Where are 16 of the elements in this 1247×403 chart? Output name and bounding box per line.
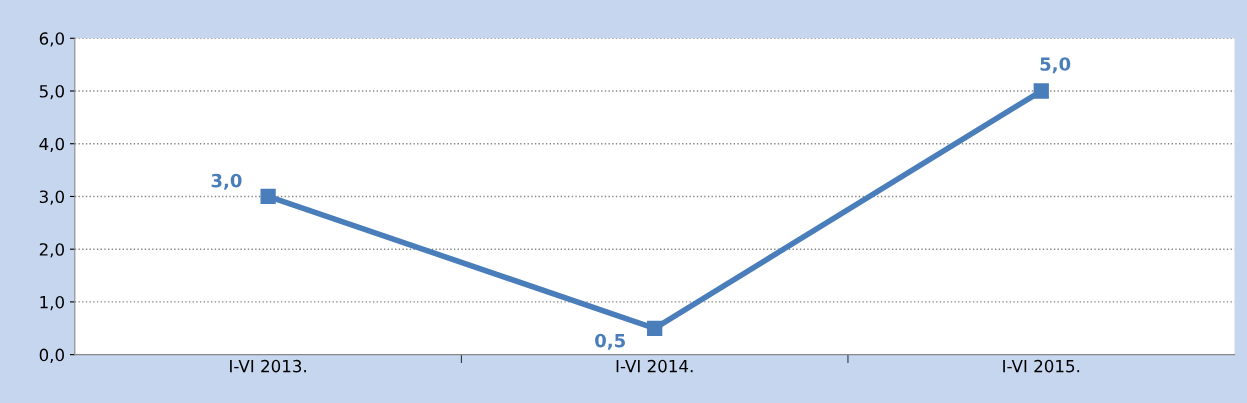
y-tick-label: 0,0 [39, 348, 64, 363]
point [647, 320, 663, 336]
x-tick-label: I-VI 2013. [230, 359, 306, 373]
data-label: 0,5 [595, 333, 625, 350]
y-tick-label: 2,0 [39, 243, 64, 258]
y-tick-label: 6,0 [39, 32, 64, 47]
y-tick-label: 1,0 [40, 295, 64, 311]
x-tick-label: I-VI 2015. [1003, 359, 1080, 373]
y-tick-label: 3,0 [39, 190, 64, 205]
y-tick-label: 4,0 [39, 137, 64, 153]
data-label: 5,0 [1040, 57, 1071, 74]
point [260, 188, 276, 205]
y-tick-label: 5,0 [39, 84, 64, 100]
data-label: 3,0 [211, 173, 242, 190]
point [1033, 83, 1049, 99]
x-tick-label: I-VI 2014. [616, 359, 693, 373]
